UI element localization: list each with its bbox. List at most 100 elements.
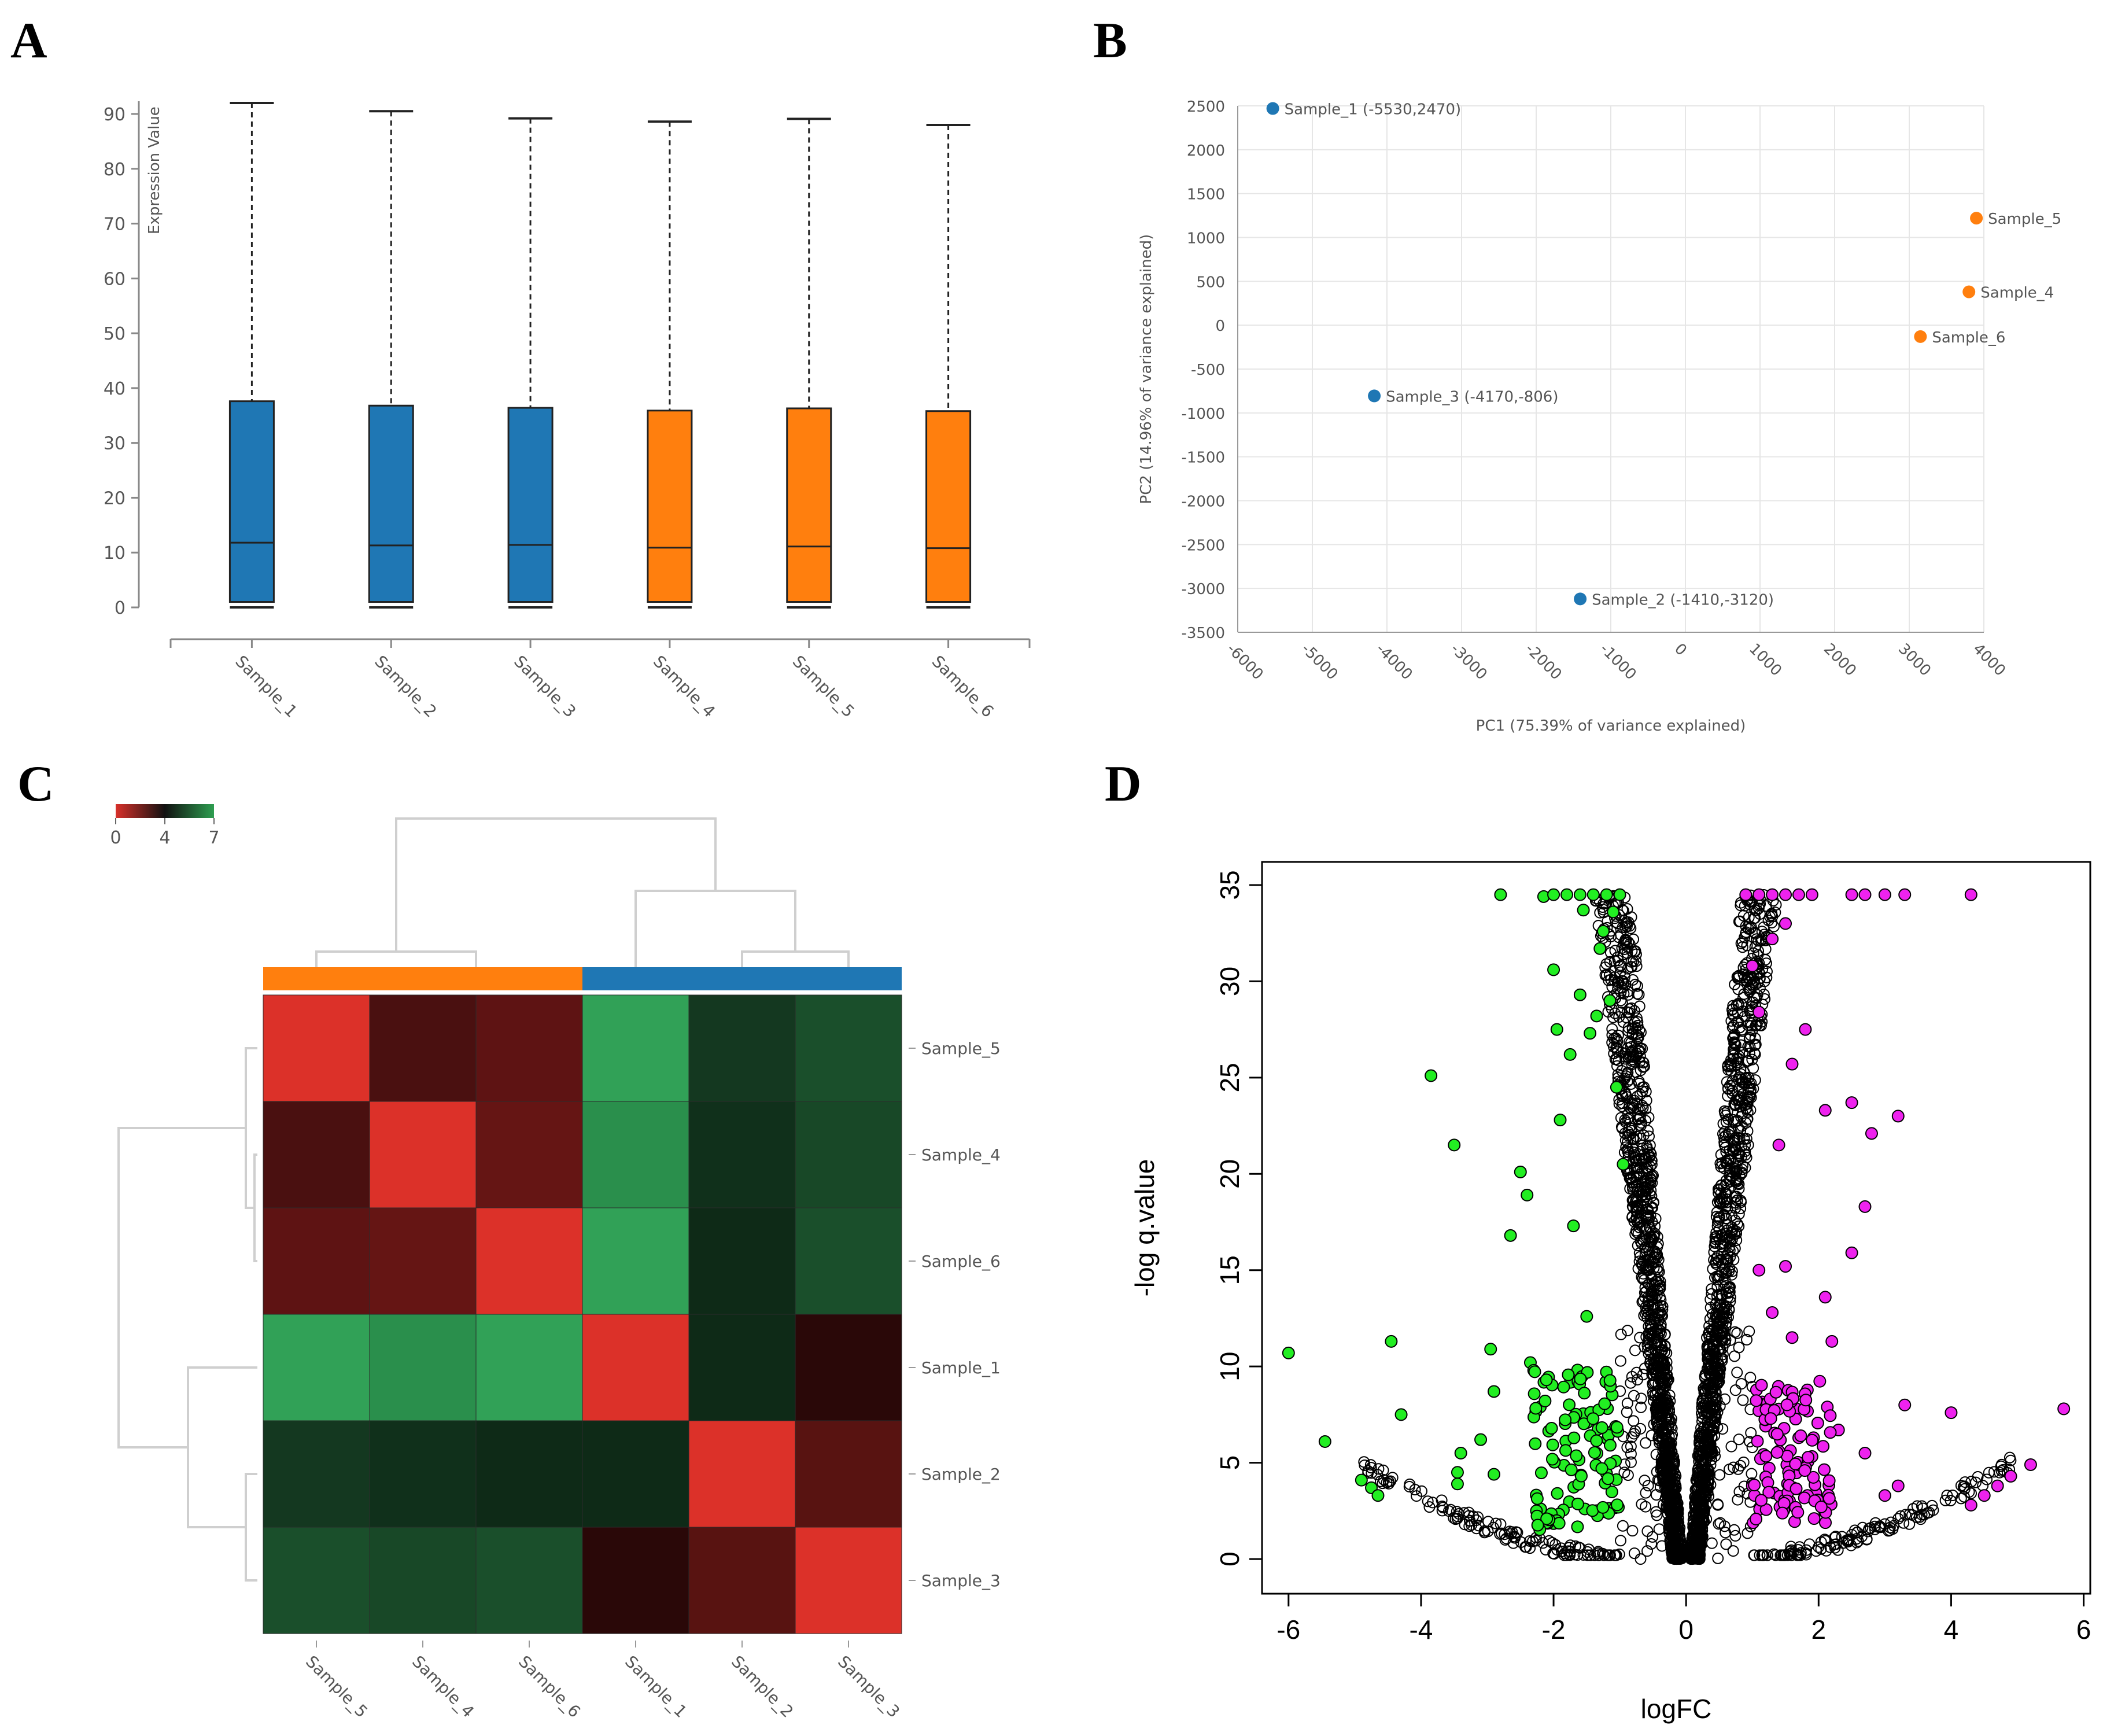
ns-point <box>1663 1479 1675 1491</box>
ns-point <box>1463 1520 1475 1532</box>
ns-point <box>1629 978 1641 990</box>
ns-point <box>1749 941 1761 953</box>
up-point <box>1791 1506 1805 1519</box>
ns-point <box>1599 969 1611 981</box>
heatmap-cell <box>369 1101 477 1208</box>
ns-point <box>1631 987 1643 1000</box>
down-point <box>1538 1394 1552 1407</box>
dendrogram-branch <box>395 817 717 952</box>
ns-point <box>1711 1217 1724 1229</box>
down-point <box>1567 1431 1581 1444</box>
ns-point <box>1724 1281 1736 1293</box>
ns-point <box>1641 1525 1654 1538</box>
heatmap-cell <box>688 1101 796 1208</box>
down-point <box>1586 1504 1599 1517</box>
ns-point <box>1995 1465 2008 1477</box>
up-point <box>1752 888 1766 901</box>
down-point <box>1371 1489 1385 1502</box>
ns-point <box>1749 928 1761 940</box>
up-point <box>1891 1110 1905 1123</box>
up-point <box>1790 1482 1803 1495</box>
ns-point <box>1983 1466 1995 1479</box>
ns-point <box>1895 1510 1907 1522</box>
ns-point <box>1708 1246 1720 1258</box>
ns-point <box>1622 1143 1634 1155</box>
heatmap-cell <box>795 1101 902 1208</box>
y-tick-label: -2500 <box>1181 537 1225 554</box>
pca-point-1 <box>1266 102 1279 115</box>
up-point <box>1789 1457 1802 1470</box>
ns-point <box>1626 1431 1638 1443</box>
up-point <box>1878 1489 1891 1502</box>
up-point <box>1807 1512 1821 1525</box>
ns-point <box>1727 1000 1739 1012</box>
ns-point <box>1549 1539 1562 1551</box>
ns-point <box>1959 1476 1971 1488</box>
ns-point <box>1738 1066 1750 1078</box>
ns-point <box>1636 1100 1648 1112</box>
ns-point <box>1743 1325 1755 1337</box>
pca-point-label: Sample_4 <box>1980 285 2054 302</box>
heatmap-cell <box>475 1207 583 1315</box>
ns-point <box>1750 1019 1762 1031</box>
plot-frame <box>1261 861 2091 1595</box>
ns-point <box>1955 1492 1967 1505</box>
ns-point <box>1377 1464 1389 1476</box>
up-point <box>1752 1263 1766 1277</box>
up-point <box>1779 917 1792 930</box>
up-point <box>1805 888 1818 901</box>
ns-point <box>1728 1038 1740 1051</box>
ns-point <box>1629 1425 1641 1437</box>
ns-point <box>1711 1230 1723 1242</box>
up-point <box>1752 1005 1766 1019</box>
ns-point <box>1717 1128 1729 1140</box>
ns-point <box>1733 1132 1746 1144</box>
ns-point <box>1732 1131 1744 1144</box>
ns-point <box>1720 1527 1732 1539</box>
ns-point <box>1640 1103 1652 1115</box>
up-point <box>1785 1331 1799 1344</box>
ns-point <box>1621 1075 1633 1088</box>
heatmap-cell <box>475 1527 583 1634</box>
ns-point <box>1656 1540 1668 1552</box>
down-point <box>1528 1387 1541 1400</box>
down-point <box>1580 1310 1593 1323</box>
ns-point <box>1903 1509 1916 1521</box>
ns-point <box>1717 1324 1729 1336</box>
box-2 <box>368 404 414 603</box>
down-point <box>1613 888 1626 901</box>
ns-point <box>1737 992 1749 1004</box>
ns-point <box>1627 1132 1639 1144</box>
y-tick-label: 10 <box>104 543 126 563</box>
up-point <box>1824 1426 1837 1439</box>
ns-point <box>1706 1537 1718 1549</box>
ns-point <box>1641 1545 1654 1557</box>
ns-point <box>1670 1540 1683 1552</box>
ns-point <box>1614 1535 1626 1547</box>
ns-point <box>1735 1068 1747 1080</box>
ns-point <box>1725 1180 1737 1192</box>
ns-point <box>1621 920 1633 932</box>
ns-point <box>1715 1288 1728 1300</box>
ns-point <box>1613 1011 1625 1023</box>
ns-point <box>1630 955 1642 967</box>
y-tick-label: 80 <box>104 160 126 180</box>
box-4 <box>647 410 693 603</box>
up-point <box>1818 1104 1832 1117</box>
x-tick-label: -4 <box>1409 1615 1433 1645</box>
ns-point <box>1637 1139 1649 1151</box>
down-point <box>1567 1219 1580 1233</box>
ns-point <box>1750 1038 1762 1051</box>
ns-point <box>1619 936 1631 948</box>
up-point <box>1739 888 1752 901</box>
ns-point <box>1626 1210 1639 1222</box>
ns-point <box>1729 1214 1741 1226</box>
panel-d: D -6 -4 -2 0 2 4 6 0 5 10 15 20 25 30 35 logFC -log q.va… <box>1053 746 2103 1736</box>
x-tick-label: -5000 <box>1298 640 1341 684</box>
ns-point <box>1639 1223 1651 1235</box>
box-1 <box>228 400 275 603</box>
ns-point <box>1495 1527 1507 1539</box>
up-point <box>1759 1450 1773 1463</box>
ns-point <box>1692 1531 1704 1543</box>
ns-point <box>1639 1475 1651 1487</box>
